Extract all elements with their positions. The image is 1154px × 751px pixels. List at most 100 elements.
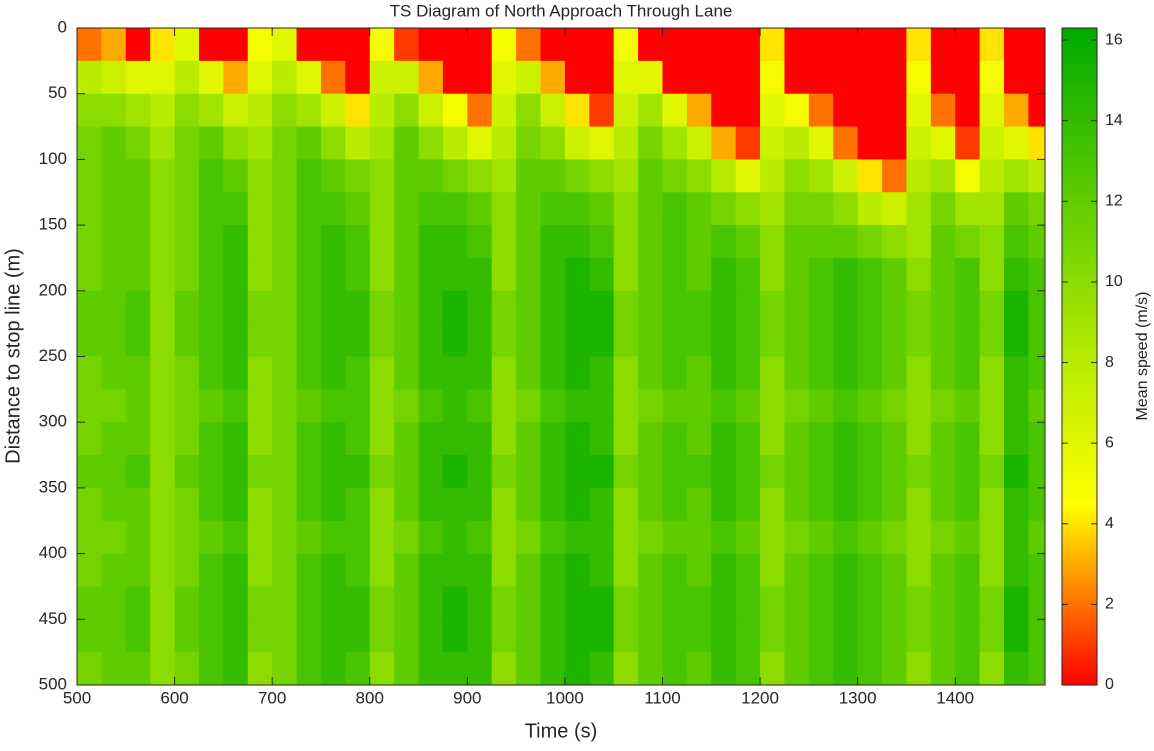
- heatmap-cell: [784, 290, 810, 325]
- heatmap-cell: [833, 159, 859, 193]
- heatmap-cell: [882, 520, 908, 555]
- heatmap-cell: [711, 28, 737, 62]
- heatmap-cell: [711, 619, 737, 653]
- heatmap-cell: [906, 323, 932, 358]
- heatmap-cell: [442, 257, 468, 292]
- heatmap-cell: [394, 93, 420, 128]
- heatmap-cell: [833, 487, 859, 522]
- heatmap-cell: [1004, 290, 1030, 325]
- heatmap-cell: [150, 586, 176, 620]
- heatmap-cell: [906, 652, 932, 685]
- heatmap-cell: [857, 422, 883, 456]
- heatmap-cell: [369, 257, 395, 292]
- heatmap-cell: [272, 652, 298, 685]
- heatmap-cell: [223, 389, 249, 423]
- heatmap-cell: [491, 356, 517, 390]
- heatmap-cell: [442, 422, 468, 456]
- heatmap-cell: [833, 290, 859, 325]
- heatmap-cell: [686, 257, 712, 292]
- heatmap-cell: [320, 520, 346, 555]
- heatmap-cell: [77, 290, 102, 325]
- heatmap-cell: [125, 652, 151, 685]
- heatmap-cell: [735, 192, 761, 226]
- heatmap-cell: [735, 126, 761, 160]
- heatmap-cell: [320, 553, 346, 588]
- heatmap-cell: [320, 652, 346, 685]
- heatmap-cell: [784, 652, 810, 685]
- heatmap-cell: [638, 257, 664, 292]
- heatmap-cell: [784, 586, 810, 620]
- heatmap-cell: [491, 126, 517, 160]
- heatmap-cell: [467, 93, 493, 128]
- heatmap-cell: [1028, 586, 1045, 620]
- heatmap-cell: [589, 159, 615, 193]
- heatmap-cell: [467, 586, 493, 620]
- heatmap-cell: [516, 619, 542, 653]
- heatmap-cell: [1004, 192, 1030, 226]
- heatmap-cell: [442, 389, 468, 423]
- heatmap-cell: [101, 93, 127, 128]
- heatmap-cell: [174, 225, 200, 259]
- heatmap-cell: [442, 455, 468, 489]
- heatmap-cell: [979, 225, 1005, 259]
- heatmap-cell: [833, 28, 859, 62]
- heatmap-cell: [882, 225, 908, 259]
- heatmap-cell: [394, 487, 420, 522]
- heatmap-cell: [1028, 290, 1045, 325]
- heatmap-cell: [174, 553, 200, 588]
- heatmap-cell: [272, 323, 298, 358]
- heatmap-cell: [77, 126, 102, 160]
- heatmap-cell: [564, 586, 590, 620]
- heatmap-cell: [882, 192, 908, 226]
- heatmap-cell: [272, 159, 298, 193]
- heatmap-cell: [320, 28, 346, 62]
- heatmap-cell: [345, 60, 371, 95]
- heatmap-cell: [1028, 28, 1045, 62]
- heatmap-cell: [442, 356, 468, 390]
- heatmap-cell: [833, 192, 859, 226]
- heatmap-cell: [467, 159, 493, 193]
- heatmap-cell: [369, 422, 395, 456]
- heatmap-cell: [808, 257, 834, 292]
- heatmap-cell: [320, 323, 346, 358]
- heatmap-cell: [833, 323, 859, 358]
- heatmap-cell: [198, 487, 224, 522]
- heatmap-cell: [589, 257, 615, 292]
- heatmap-cell: [174, 93, 200, 128]
- heatmap-cell: [735, 520, 761, 555]
- heatmap-cell: [442, 487, 468, 522]
- heatmap-cell: [1004, 520, 1030, 555]
- heatmap-cell: [467, 422, 493, 456]
- heatmap-cell: [784, 159, 810, 193]
- heatmap-cell: [223, 422, 249, 456]
- heatmap-cell: [589, 619, 615, 653]
- heatmap-cell: [662, 422, 688, 456]
- heatmap-cell: [272, 28, 298, 62]
- heatmap-cell: [955, 455, 981, 489]
- heatmap-cell: [686, 225, 712, 259]
- heatmap-cell: [906, 619, 932, 653]
- heatmap-cell: [516, 389, 542, 423]
- heatmap-cell: [760, 225, 786, 259]
- heatmap-cell: [247, 257, 273, 292]
- heatmap-cell: [882, 257, 908, 292]
- heatmap-cell: [101, 257, 127, 292]
- heatmap-cell: [589, 389, 615, 423]
- heatmap-cell: [198, 126, 224, 160]
- heatmap-cell: [516, 126, 542, 160]
- heatmap-cell: [882, 652, 908, 685]
- heatmap-cell: [101, 159, 127, 193]
- heatmap-cell: [394, 192, 420, 226]
- heatmap-cell: [979, 323, 1005, 358]
- heatmap-cell: [125, 225, 151, 259]
- heatmap-cell: [686, 356, 712, 390]
- heatmap-cell: [808, 586, 834, 620]
- y-axis-label: Distance to stop line (m): [2, 248, 24, 464]
- heatmap-cell: [320, 455, 346, 489]
- heatmap-cell: [979, 60, 1005, 95]
- heatmap-cell: [345, 455, 371, 489]
- heatmap-cell: [540, 422, 566, 456]
- heatmap-cell: [613, 553, 639, 588]
- heatmap-cell: [491, 28, 517, 62]
- heatmap-cell: [955, 93, 981, 128]
